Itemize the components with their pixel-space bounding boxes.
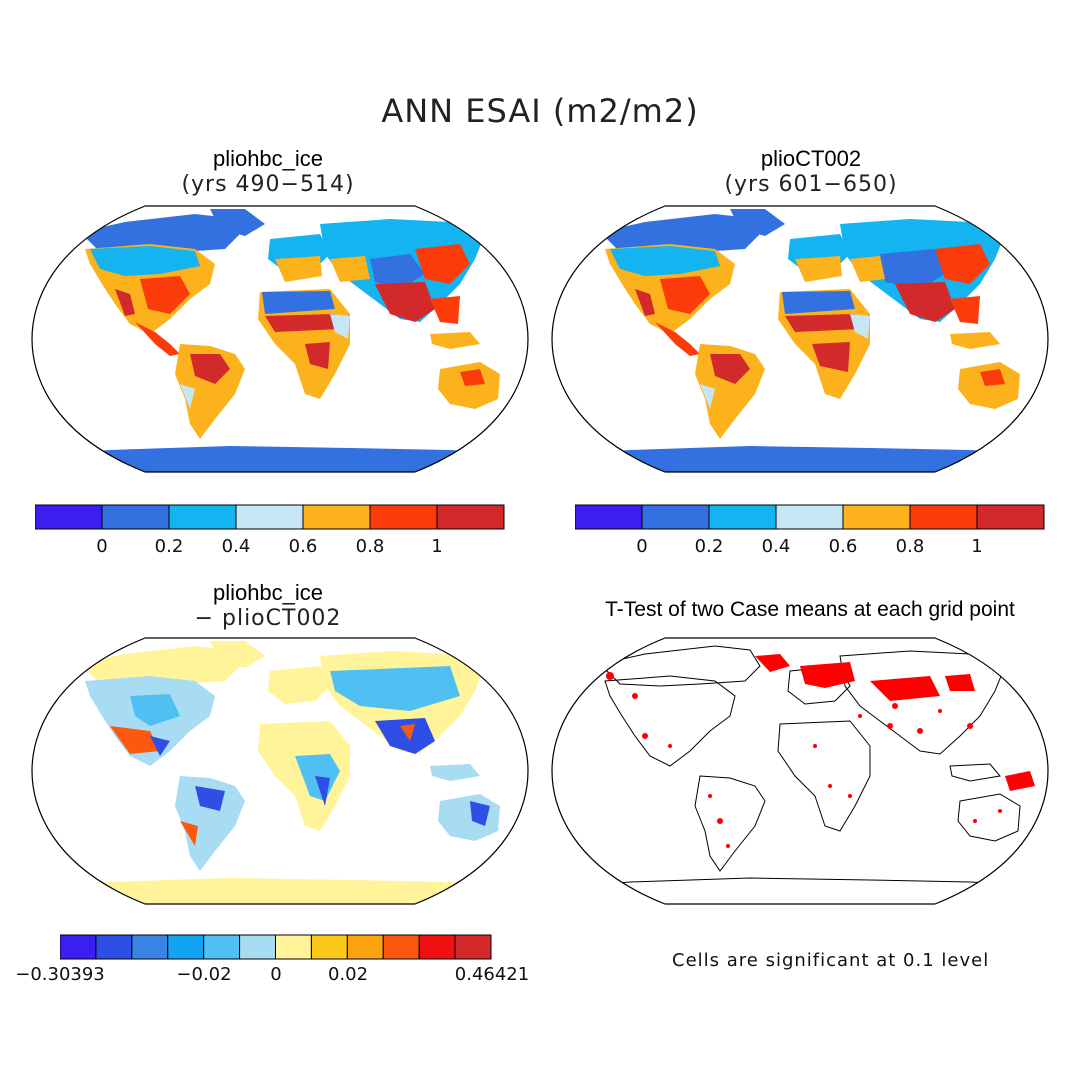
map-bottom-left [31, 637, 529, 905]
colorbar-label: 0.46421 [454, 964, 530, 985]
colorbar-label: 0.02 [327, 964, 369, 985]
colorbar-bottom-left [60, 934, 492, 960]
colorbar-swatch [310, 934, 348, 960]
colorbar-swatch [909, 504, 978, 530]
colorbar-swatch [418, 934, 456, 960]
colorbar-label: −0.30393 [15, 964, 105, 985]
colorbar-swatch [95, 934, 133, 960]
colorbar-label: 0 [270, 964, 282, 985]
colorbar-swatch [842, 504, 911, 530]
colorbar-label: 1 [971, 536, 983, 557]
colorbar-label: −0.02 [176, 964, 232, 985]
colorbar-swatch [168, 504, 237, 530]
map-bottom-right [551, 637, 1049, 905]
colorbar-swatch [382, 934, 420, 960]
colorbar-swatch [131, 934, 169, 960]
colorbar-swatch [708, 504, 777, 530]
figure-title: ANN ESAI (m2/m2) [381, 92, 699, 130]
colorbar-swatch [302, 504, 371, 530]
panel-subtitle-top-left: (yrs 490−514) [181, 172, 355, 197]
panel-title-bottom-right: T-Test of two Case means at each grid po… [605, 598, 1015, 621]
colorbar-swatch [60, 934, 97, 960]
colorbar-label: 0.8 [355, 536, 385, 557]
panel-title-top-left: pliohbc_ice [212, 146, 324, 171]
colorbar-label: 0.6 [288, 536, 318, 557]
panel-subtitle-bottom-left: − plioCT002 [194, 606, 342, 631]
colorbar-swatch [275, 934, 312, 960]
significance-note: Cells are significant at 0.1 level [672, 950, 990, 971]
colorbar-label: 1 [431, 536, 443, 557]
colorbar-swatch [235, 504, 304, 530]
colorbar-label: 0.4 [761, 536, 791, 557]
map-top-left [31, 205, 529, 473]
colorbar-swatch [436, 504, 505, 530]
colorbar-label: 0 [96, 536, 108, 557]
colorbar-label: 0.8 [895, 536, 925, 557]
colorbar-top-right [575, 504, 1045, 530]
colorbar-swatch [35, 504, 103, 530]
colorbar-swatch [239, 934, 276, 960]
colorbar-swatch [641, 504, 710, 530]
colorbar-swatch [346, 934, 384, 960]
colorbar-swatch [775, 504, 844, 530]
colorbar-swatch [454, 934, 492, 960]
colorbar-label: 0.2 [694, 536, 724, 557]
colorbar-swatch [167, 934, 205, 960]
map-top-right [551, 205, 1049, 473]
panel-title-bottom-left: pliohbc_ice [212, 580, 324, 605]
colorbar-swatch [203, 934, 241, 960]
colorbar-label: 0.6 [828, 536, 858, 557]
panel-subtitle-top-right: (yrs 601−650) [724, 172, 898, 197]
colorbar-swatch [369, 504, 438, 530]
colorbar-swatch [101, 504, 170, 530]
colorbar-top-left [35, 504, 505, 530]
colorbar-label: 0 [636, 536, 648, 557]
colorbar-swatch [976, 504, 1045, 530]
colorbar-label: 0.4 [221, 536, 251, 557]
colorbar-swatch [575, 504, 643, 530]
colorbar-label: 0.2 [154, 536, 184, 557]
panel-title-top-right: plioCT002 [760, 146, 862, 171]
